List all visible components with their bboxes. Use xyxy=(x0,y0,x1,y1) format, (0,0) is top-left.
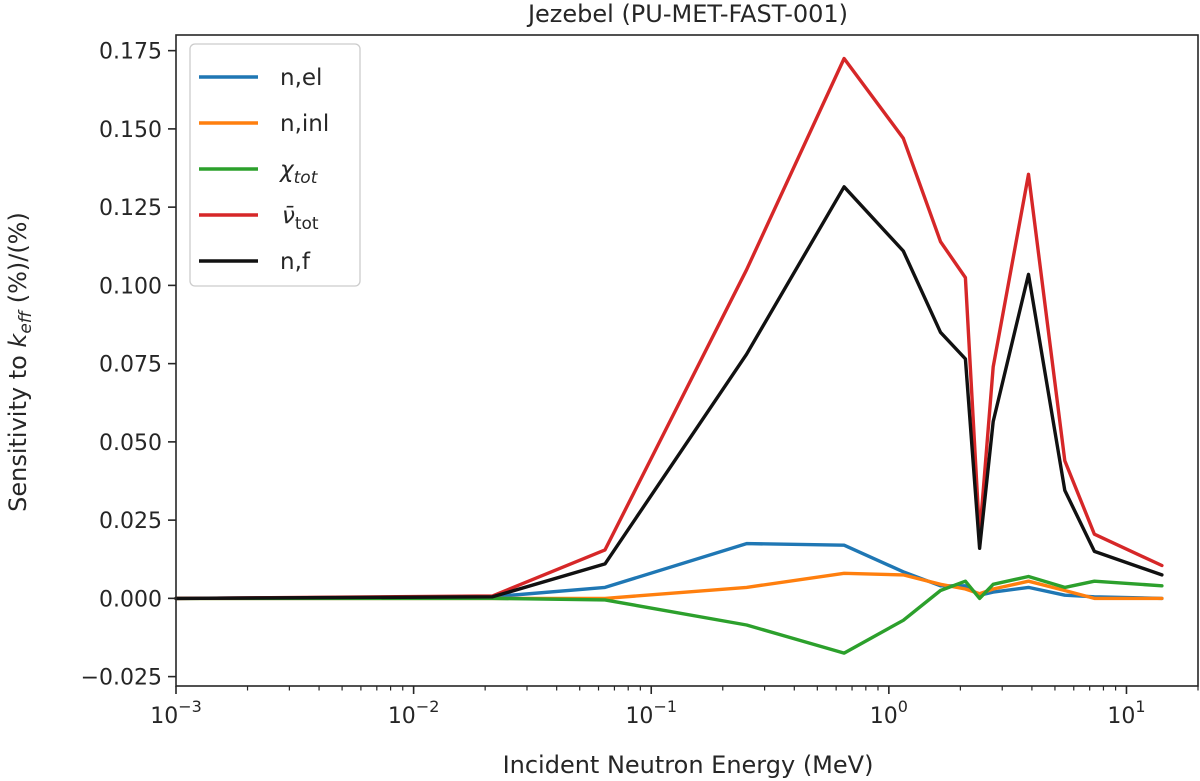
x-tick-exponent: −1 xyxy=(653,697,677,716)
x-tick-label: 10−2 xyxy=(388,697,440,729)
legend-label-2: χtot xyxy=(278,157,319,188)
legend-label-subscript: tot xyxy=(294,168,319,188)
legend-label-1: n,inl xyxy=(280,111,329,137)
legend-label-subscript: tot xyxy=(295,214,319,234)
x-tick-base: 10 xyxy=(150,704,178,729)
y-tick-label: 0.075 xyxy=(99,353,162,378)
x-axis-label: Incident Neutron Energy (MeV) xyxy=(503,751,874,779)
x-tick-base: 10 xyxy=(870,704,898,729)
series-line-4 xyxy=(174,185,1164,601)
x-tick-label: 101 xyxy=(1107,697,1145,729)
x-tick-base: 10 xyxy=(625,704,653,729)
x-tick-label: 100 xyxy=(870,697,908,729)
y-tick-label: 0.175 xyxy=(99,40,162,65)
y-tick-label: 0.100 xyxy=(99,274,162,299)
series-layer xyxy=(174,56,1164,655)
x-tick-label: 10−3 xyxy=(150,697,202,729)
x-tick-exponent: 0 xyxy=(898,697,908,716)
x-tick-exponent: −3 xyxy=(178,697,202,716)
series-line-2 xyxy=(174,574,1164,655)
series-line-0 xyxy=(174,541,1164,601)
y-axis-label-symbol: k xyxy=(4,333,32,348)
x-tick-exponent: −2 xyxy=(416,697,440,716)
series-line-1 xyxy=(174,571,1164,601)
x-tick-base: 10 xyxy=(388,704,416,729)
legend-label-main: n,inl xyxy=(280,111,329,137)
x-axis: 10−3 10−2 10−1 100 101 xyxy=(150,686,1199,729)
legend-label-4: n,f xyxy=(280,249,311,275)
legend-box xyxy=(189,43,361,287)
x-tick-exponent: 1 xyxy=(1135,697,1145,716)
series-line-3 xyxy=(174,56,1164,601)
y-tick-label: 0.025 xyxy=(99,509,162,534)
legend-label-main: ν̄ xyxy=(282,203,295,229)
y-tick-label: 0.125 xyxy=(99,196,162,221)
y-tick-label: −0.025 xyxy=(81,666,162,691)
y-axis-label: Sensitivity to keff (%)/(%) xyxy=(4,212,36,512)
y-axis-label-subscript: eff xyxy=(16,309,36,333)
y-tick-label: 0.150 xyxy=(99,118,162,143)
chart-title: Jezebel (PU-MET-FAST-001) xyxy=(526,0,848,28)
y-tick-label: 0.000 xyxy=(99,587,162,612)
x-tick-label: 10−1 xyxy=(625,697,677,729)
y-axis: −0.025 0.000 0.025 0.050 0.075 0.100 0.125 0.15… xyxy=(81,40,176,691)
y-axis-label-tail: (%)/(%) xyxy=(4,212,32,311)
legend-label-main: χ xyxy=(278,157,295,183)
y-axis-label-main: Sensitivity to xyxy=(4,348,32,512)
plot-frame xyxy=(175,34,1199,687)
legend-label-3: ν̄tot xyxy=(282,203,319,234)
y-tick-label: 0.050 xyxy=(99,431,162,456)
legend-label-0: n,el xyxy=(280,65,322,91)
legend-label-main: n,el xyxy=(280,65,322,91)
legend-label-main: n,f xyxy=(280,249,311,275)
x-tick-base: 10 xyxy=(1107,704,1135,729)
